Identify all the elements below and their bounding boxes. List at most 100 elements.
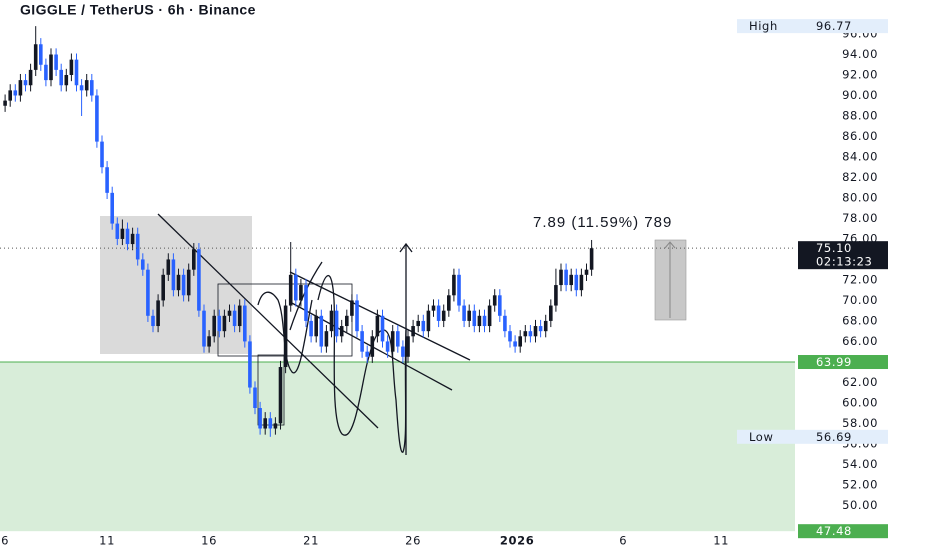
candle-body xyxy=(390,331,395,352)
candle-body xyxy=(125,228,130,245)
candle-body xyxy=(64,75,69,86)
chart-title: GIGGLE / TetherUS · 6h · Binance xyxy=(20,2,256,18)
candle-body xyxy=(151,315,155,327)
y-tick-label: 84.00 xyxy=(842,149,878,163)
candle-body xyxy=(528,331,533,337)
candle-body xyxy=(33,44,38,70)
candle-body xyxy=(54,54,58,70)
trend-line xyxy=(289,271,471,361)
measure-label: 7.89 (11.59%) 789 xyxy=(533,214,672,231)
x-tick-label: 6 xyxy=(619,534,627,548)
candle-body xyxy=(74,59,79,86)
candle-body xyxy=(268,418,273,429)
candle-body xyxy=(314,315,319,337)
candle-body xyxy=(350,300,354,316)
candle-body xyxy=(161,274,166,301)
y-tick-label: 82.00 xyxy=(842,170,878,184)
candle-body xyxy=(171,259,176,291)
candle-body xyxy=(156,300,160,327)
y-tick-label: 68.00 xyxy=(842,313,878,327)
candle-body xyxy=(523,331,528,337)
candle-body xyxy=(319,315,324,347)
candle-body xyxy=(304,285,308,321)
candle-body xyxy=(543,320,548,332)
plot xyxy=(0,26,795,437)
candle-body xyxy=(426,310,431,332)
price-tag xyxy=(798,355,888,370)
candle-body xyxy=(538,326,543,332)
candle-body xyxy=(375,315,380,337)
candle-body xyxy=(222,315,227,332)
zone-layer xyxy=(0,361,795,532)
marker-name: Low xyxy=(749,430,773,444)
candle-body xyxy=(574,274,579,291)
countdown: 02:13:23 xyxy=(816,255,872,269)
y-tick-label: 72.00 xyxy=(842,272,878,286)
candle-body xyxy=(447,295,451,311)
candle-body xyxy=(18,80,23,96)
candle-body xyxy=(166,259,171,275)
price-tag-label: 47.48 xyxy=(816,524,852,538)
candle-body xyxy=(401,346,405,357)
candle-body xyxy=(181,274,186,296)
price-tag xyxy=(798,524,888,539)
y-tick-label: 90.00 xyxy=(842,88,878,102)
candle-body xyxy=(513,341,517,347)
x-tick-label: 21 xyxy=(303,534,319,548)
candle-body xyxy=(197,249,201,311)
candle-body xyxy=(243,305,247,342)
candle-body xyxy=(569,274,574,286)
arrow-head xyxy=(399,242,413,253)
candle-body xyxy=(263,418,268,429)
candle-body xyxy=(452,274,456,296)
candle-body xyxy=(105,167,109,193)
marker-tag xyxy=(737,19,888,34)
y-tick-label: 58.00 xyxy=(842,416,878,430)
y-tick-label: 88.00 xyxy=(842,108,878,122)
candle-body xyxy=(110,192,115,224)
candle-body xyxy=(487,305,492,327)
candle-body xyxy=(115,223,120,239)
candle-body xyxy=(79,85,84,91)
candle-body xyxy=(436,305,441,321)
candle-body xyxy=(416,320,421,327)
candle-body xyxy=(146,269,150,316)
candle-body xyxy=(237,305,242,327)
candle-body xyxy=(355,300,359,332)
candle-body xyxy=(227,310,232,316)
candle-body xyxy=(13,90,18,96)
support-zone xyxy=(0,362,795,532)
y-tick-label: 94.00 xyxy=(842,47,878,61)
last-price-tag xyxy=(798,241,888,270)
candle-body xyxy=(207,336,211,347)
candle-body xyxy=(309,320,313,337)
candle-body xyxy=(186,269,191,296)
candle-body xyxy=(141,259,145,270)
candle-body xyxy=(498,295,502,316)
y-tick-label: 52.00 xyxy=(842,477,878,491)
candle-body xyxy=(339,326,344,337)
candle-body xyxy=(492,295,497,306)
candle-body xyxy=(8,90,13,101)
candle-body xyxy=(84,80,89,91)
marker-value: 96.77 xyxy=(816,19,852,33)
x-tick-label: 16 xyxy=(201,534,217,548)
candle-body xyxy=(28,69,33,86)
candle-body xyxy=(273,423,278,429)
y-tick-label: 60.00 xyxy=(842,395,878,409)
candle-body xyxy=(59,69,64,86)
candle-body xyxy=(69,59,74,76)
x-tick-label: 2026 xyxy=(500,534,534,548)
candle-body xyxy=(345,315,349,327)
price-tag-label: 63.99 xyxy=(816,355,852,369)
y-tick-label: 78.00 xyxy=(842,211,878,225)
candle-body xyxy=(130,233,135,245)
candle-body xyxy=(23,80,28,86)
y-tick-label: 92.00 xyxy=(842,68,878,82)
candle-body xyxy=(579,274,584,291)
candle-body xyxy=(202,310,206,347)
last-price-label: 75.10 xyxy=(816,241,852,255)
candle-body xyxy=(39,44,43,65)
candle-body xyxy=(396,331,400,347)
price-axis: 50.0052.0054.0056.0058.0060.0062.0066.00… xyxy=(737,0,932,550)
